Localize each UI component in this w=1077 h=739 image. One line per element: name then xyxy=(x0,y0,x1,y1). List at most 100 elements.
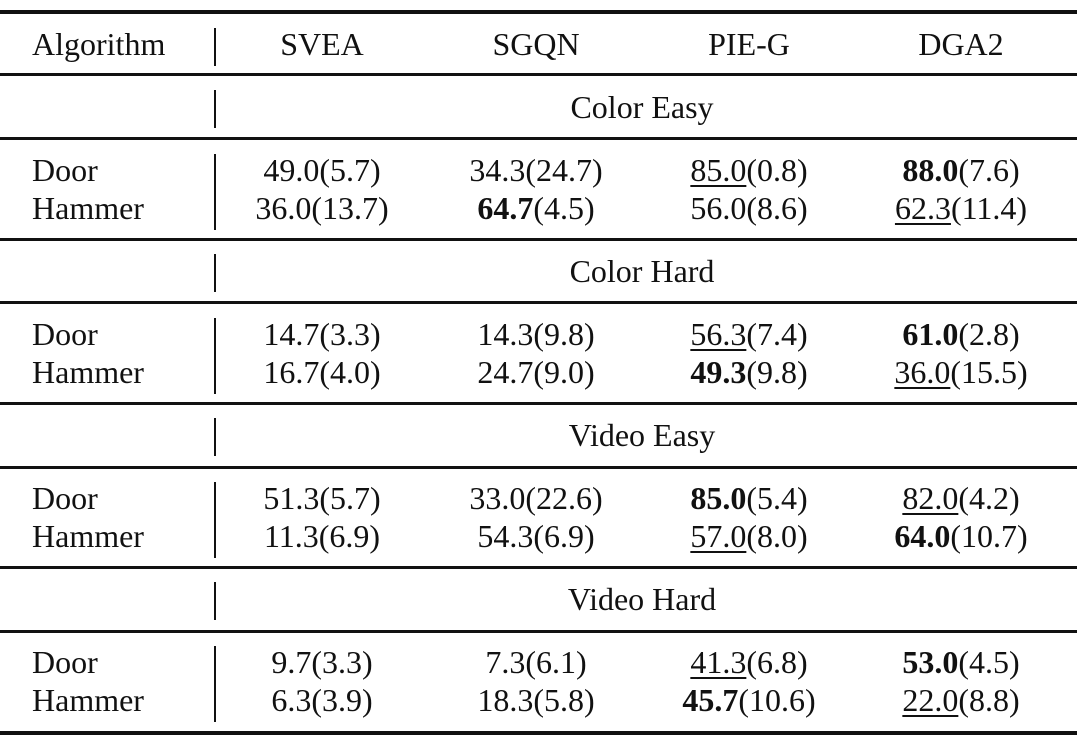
cell-sd: (22.6) xyxy=(525,480,603,516)
table-cell: 11.3(6.9) xyxy=(264,517,380,555)
cell-sd: (5.7) xyxy=(319,480,381,516)
cell-sd: (9.8) xyxy=(746,354,808,390)
table-cell: 53.0(4.5) xyxy=(902,643,1019,681)
column-separator xyxy=(214,482,216,558)
cell-mean: 16.7 xyxy=(263,354,320,390)
cell-mean-second-best: 57.0 xyxy=(690,518,747,554)
column-separator xyxy=(214,28,216,66)
table-cell: 61.0(2.8) xyxy=(902,315,1019,353)
cell-sd: (9.0) xyxy=(533,354,595,390)
table-cell: 9.7(3.3) xyxy=(271,643,372,681)
cell-mean: 14.3 xyxy=(477,316,534,352)
cell-mean: 18.3 xyxy=(477,682,534,718)
task-label: Hammer xyxy=(32,354,144,390)
table-cell: 41.3(6.8) xyxy=(690,643,807,681)
cell-mean-second-best: 22.0 xyxy=(902,682,959,718)
cell-mean: 7.3 xyxy=(485,644,526,680)
section-rule xyxy=(0,566,1077,569)
cell-mean-second-best: 85.0 xyxy=(690,152,747,188)
cell-mean-second-best: 62.3 xyxy=(894,190,951,226)
task-label: Hammer xyxy=(32,682,144,718)
table-cell: 88.0(7.6) xyxy=(902,151,1019,189)
task-label: Door xyxy=(32,644,98,680)
table-cell: 14.3(9.8) xyxy=(477,315,594,353)
cell-sd: (8.0) xyxy=(746,518,808,554)
table-cell: 82.0(4.2) xyxy=(902,479,1019,517)
cell-mean-second-best: 82.0 xyxy=(902,480,959,516)
table-cell: 64.0(10.7) xyxy=(894,517,1027,555)
cell-sd: (9.8) xyxy=(533,316,595,352)
task-label: Door xyxy=(32,316,98,352)
cell-sd: (10.7) xyxy=(950,518,1028,554)
cell-mean-best: 45.7 xyxy=(682,682,739,718)
cell-sd: (13.7) xyxy=(311,190,389,226)
cell-sd: (6.9) xyxy=(533,518,595,554)
cell-mean-best: 64.0 xyxy=(894,518,951,554)
table-cell: 36.0(15.5) xyxy=(894,353,1027,391)
table-cell: 6.3(3.9) xyxy=(271,681,372,719)
cell-sd: (4.2) xyxy=(958,480,1020,516)
column-separator xyxy=(214,254,216,292)
table-cell: 51.3(5.7) xyxy=(263,479,380,517)
cell-sd: (6.1) xyxy=(525,644,587,680)
column-separator xyxy=(214,582,216,620)
cell-sd: (6.8) xyxy=(746,644,808,680)
cell-sd: (5.4) xyxy=(746,480,808,516)
header-rule xyxy=(0,73,1077,76)
cell-sd: (5.8) xyxy=(533,682,595,718)
column-separator xyxy=(214,646,216,722)
table-cell: 62.3(11.4) xyxy=(895,189,1027,227)
cell-mean: 49.0 xyxy=(263,152,320,188)
cell-sd: (24.7) xyxy=(525,152,603,188)
task-label: Hammer xyxy=(32,518,144,554)
cell-mean: 51.3 xyxy=(263,480,320,516)
header-column-dga2: DGA2 xyxy=(918,26,1004,62)
table-cell: 54.3(6.9) xyxy=(477,517,594,555)
cell-sd: (0.8) xyxy=(746,152,808,188)
column-separator xyxy=(214,418,216,456)
cell-mean-second-best: 41.3 xyxy=(690,644,747,680)
section-rule xyxy=(0,402,1077,405)
section-title: Color Hard xyxy=(569,253,715,289)
cell-sd: (8.8) xyxy=(958,682,1020,718)
cell-sd: (3.9) xyxy=(311,682,373,718)
table-cell: 85.0(0.8) xyxy=(690,151,807,189)
table-cell: 16.7(4.0) xyxy=(263,353,380,391)
column-separator xyxy=(214,154,216,230)
task-label: Door xyxy=(32,152,98,188)
cell-sd: (8.6) xyxy=(746,190,808,226)
cell-mean: 14.7 xyxy=(263,316,320,352)
cell-sd: (6.9) xyxy=(318,518,381,554)
cell-mean-second-best: 36.0 xyxy=(894,354,951,390)
table-cell: 56.0(8.6) xyxy=(690,189,807,227)
table-cell: 49.0(5.7) xyxy=(263,151,380,189)
cell-sd: (11.4) xyxy=(950,190,1028,226)
column-separator xyxy=(214,318,216,394)
cell-sd: (4.5) xyxy=(958,644,1020,680)
task-label: Hammer xyxy=(32,190,144,226)
cell-sd: (2.8) xyxy=(958,316,1020,352)
cell-mean-best: 85.0 xyxy=(690,480,747,516)
cell-mean-best: 64.7 xyxy=(477,190,534,226)
cell-mean: 11.3 xyxy=(263,518,319,554)
cell-mean: 24.7 xyxy=(477,354,534,390)
table-cell: 22.0(8.8) xyxy=(902,681,1019,719)
table-cell: 57.0(8.0) xyxy=(690,517,807,555)
section-rule xyxy=(0,238,1077,241)
cell-mean-second-best: 56.3 xyxy=(690,316,747,352)
cell-mean-best: 61.0 xyxy=(902,316,959,352)
bottom-rule xyxy=(0,731,1077,735)
top-rule xyxy=(0,10,1077,14)
cell-sd: (10.6) xyxy=(738,682,816,718)
cell-mean: 34.3 xyxy=(469,152,526,188)
section-title: Video Easy xyxy=(568,417,716,453)
cell-mean: 33.0 xyxy=(469,480,526,516)
table-cell: 49.3(9.8) xyxy=(690,353,807,391)
cell-sd: (4.0) xyxy=(319,354,381,390)
column-separator xyxy=(214,90,216,128)
cell-sd: (7.4) xyxy=(746,316,808,352)
table-cell: 34.3(24.7) xyxy=(469,151,602,189)
cell-sd: (5.7) xyxy=(319,152,381,188)
task-label: Door xyxy=(32,480,98,516)
